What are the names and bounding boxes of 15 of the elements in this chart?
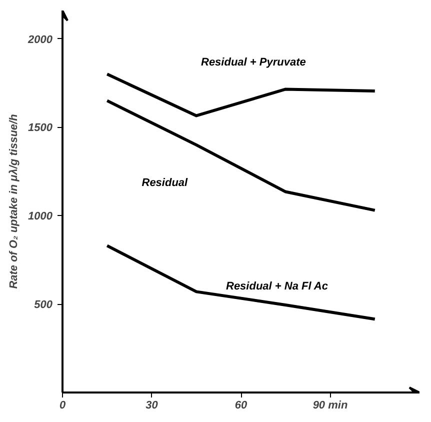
y-axis-title: Rate of O₂ uptake in μλ/g tissue/h (8, 114, 20, 289)
y-tick-label: 2000 (27, 34, 54, 46)
series-label: Residual + Na Fl Ac (226, 280, 328, 292)
line-series (106, 99, 376, 212)
y-tick-label: 1500 (28, 122, 54, 134)
x-tick-label: 60 (234, 400, 248, 412)
x-tick-label: 0 (59, 400, 66, 412)
y-tick-label: 500 (34, 299, 54, 312)
x-tick-label: 90 min (312, 400, 348, 412)
y-tick-label: 1000 (28, 210, 54, 223)
line-series (106, 244, 376, 321)
line-series (106, 72, 376, 118)
text: Residual (142, 176, 189, 189)
series-label: Residual + Pyruvate (201, 56, 306, 68)
x-tick-label: 30 (146, 400, 159, 412)
